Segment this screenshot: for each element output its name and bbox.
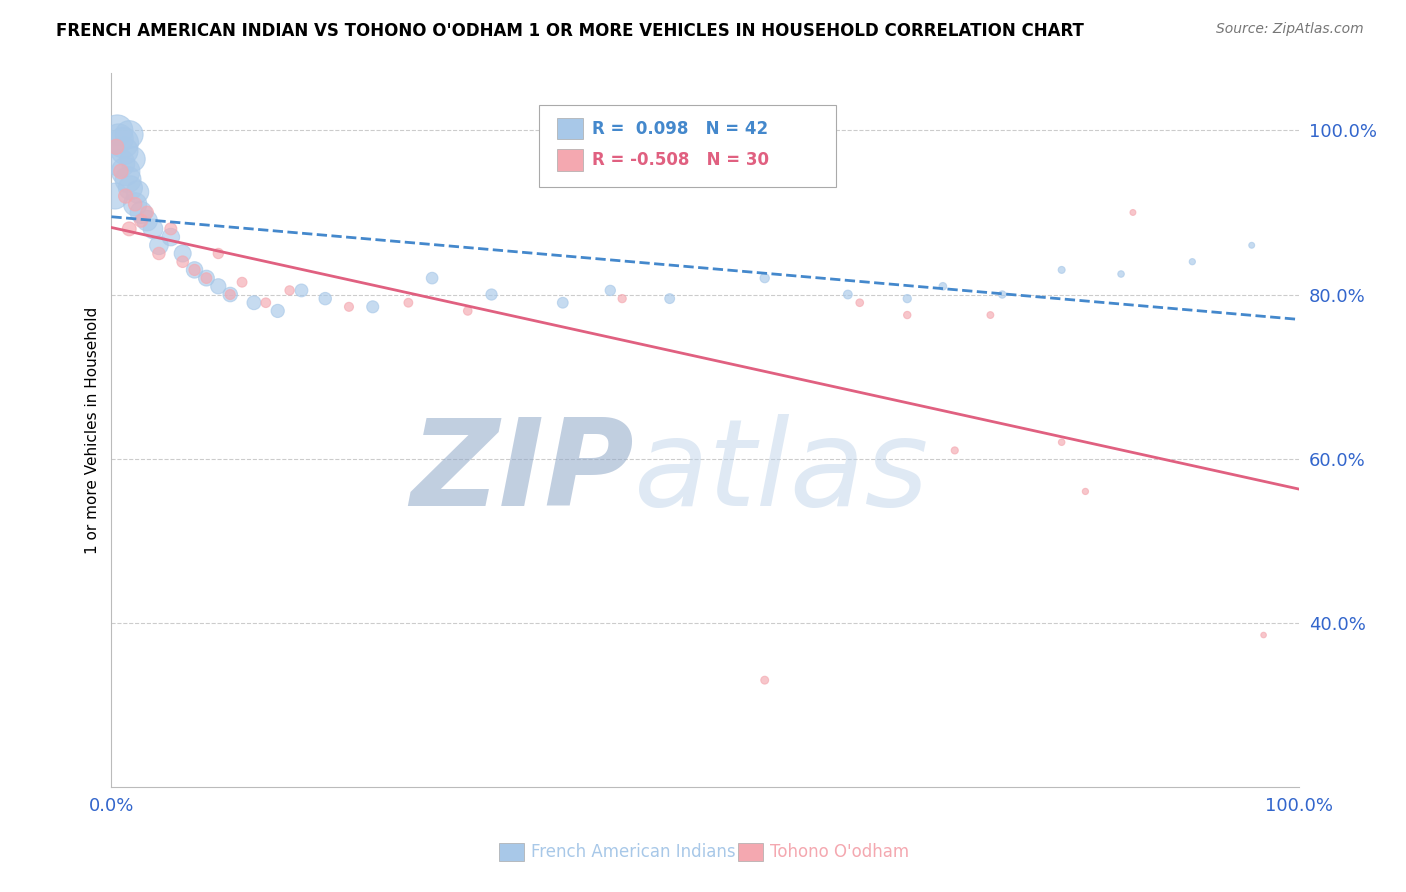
Point xyxy=(207,279,229,293)
Point xyxy=(267,304,290,318)
Point xyxy=(121,152,143,166)
Point xyxy=(207,246,229,260)
Point xyxy=(172,254,194,268)
Point xyxy=(172,246,194,260)
Point xyxy=(658,292,681,306)
Point xyxy=(112,136,135,150)
Point xyxy=(837,287,859,301)
Point xyxy=(991,287,1014,301)
Text: atlas: atlas xyxy=(634,414,929,532)
Point xyxy=(612,292,634,306)
Text: Tohono O'odham: Tohono O'odham xyxy=(770,843,910,861)
Point xyxy=(1181,254,1204,268)
Text: French American Indians: French American Indians xyxy=(531,843,737,861)
Point xyxy=(943,443,966,458)
Point xyxy=(481,287,503,301)
Point xyxy=(183,263,205,277)
Point xyxy=(219,287,242,301)
Point xyxy=(314,292,336,306)
Point xyxy=(120,181,142,195)
Text: Source: ZipAtlas.com: Source: ZipAtlas.com xyxy=(1216,22,1364,37)
Point xyxy=(361,300,384,314)
Point xyxy=(231,275,253,289)
Point xyxy=(979,308,1001,322)
Point xyxy=(1122,205,1144,219)
Point xyxy=(129,205,152,219)
Point xyxy=(136,213,159,227)
Point xyxy=(599,284,621,298)
Point xyxy=(114,189,136,203)
Point xyxy=(127,185,149,199)
Point xyxy=(142,222,165,236)
Text: R = -0.508   N = 30: R = -0.508 N = 30 xyxy=(592,151,769,169)
Point xyxy=(754,673,776,688)
Point xyxy=(124,197,146,211)
Point xyxy=(105,123,128,137)
Point xyxy=(896,292,918,306)
Point xyxy=(243,295,266,310)
Point xyxy=(195,271,218,285)
FancyBboxPatch shape xyxy=(557,118,583,139)
Point xyxy=(254,295,277,310)
Point xyxy=(129,213,152,227)
Point xyxy=(107,131,129,145)
Point xyxy=(396,295,419,310)
Point xyxy=(136,205,159,219)
FancyBboxPatch shape xyxy=(557,149,583,170)
Point xyxy=(1109,267,1132,281)
Point xyxy=(278,284,301,298)
Point xyxy=(290,284,312,298)
Text: FRENCH AMERICAN INDIAN VS TOHONO O'ODHAM 1 OR MORE VEHICLES IN HOUSEHOLD CORRELA: FRENCH AMERICAN INDIAN VS TOHONO O'ODHAM… xyxy=(56,22,1084,40)
Point xyxy=(124,197,146,211)
Y-axis label: 1 or more Vehicles in Household: 1 or more Vehicles in Household xyxy=(86,306,100,554)
Point xyxy=(159,222,181,236)
Point xyxy=(219,287,242,301)
Text: R =  0.098   N = 42: R = 0.098 N = 42 xyxy=(592,120,769,137)
Point xyxy=(1240,238,1263,252)
Point xyxy=(848,295,870,310)
Point xyxy=(1050,435,1073,450)
Point xyxy=(117,172,139,186)
Point xyxy=(148,238,170,252)
Point xyxy=(118,222,141,236)
Text: ZIP: ZIP xyxy=(411,414,634,532)
Point xyxy=(104,189,127,203)
Point xyxy=(896,308,918,322)
Point xyxy=(1074,484,1097,499)
Point xyxy=(159,230,181,244)
Point xyxy=(1253,628,1275,642)
Point xyxy=(110,164,132,178)
FancyBboxPatch shape xyxy=(538,105,837,187)
Point xyxy=(118,128,141,142)
Point xyxy=(114,164,136,178)
Point xyxy=(195,271,218,285)
Point xyxy=(420,271,443,285)
Point xyxy=(105,140,128,154)
Point xyxy=(457,304,479,318)
Point xyxy=(148,246,170,260)
Point xyxy=(932,279,955,293)
Point xyxy=(337,300,360,314)
Point xyxy=(114,144,136,158)
Point xyxy=(754,271,776,285)
Point xyxy=(110,156,132,170)
Point xyxy=(551,295,574,310)
Point xyxy=(183,263,205,277)
Point xyxy=(1050,263,1073,277)
